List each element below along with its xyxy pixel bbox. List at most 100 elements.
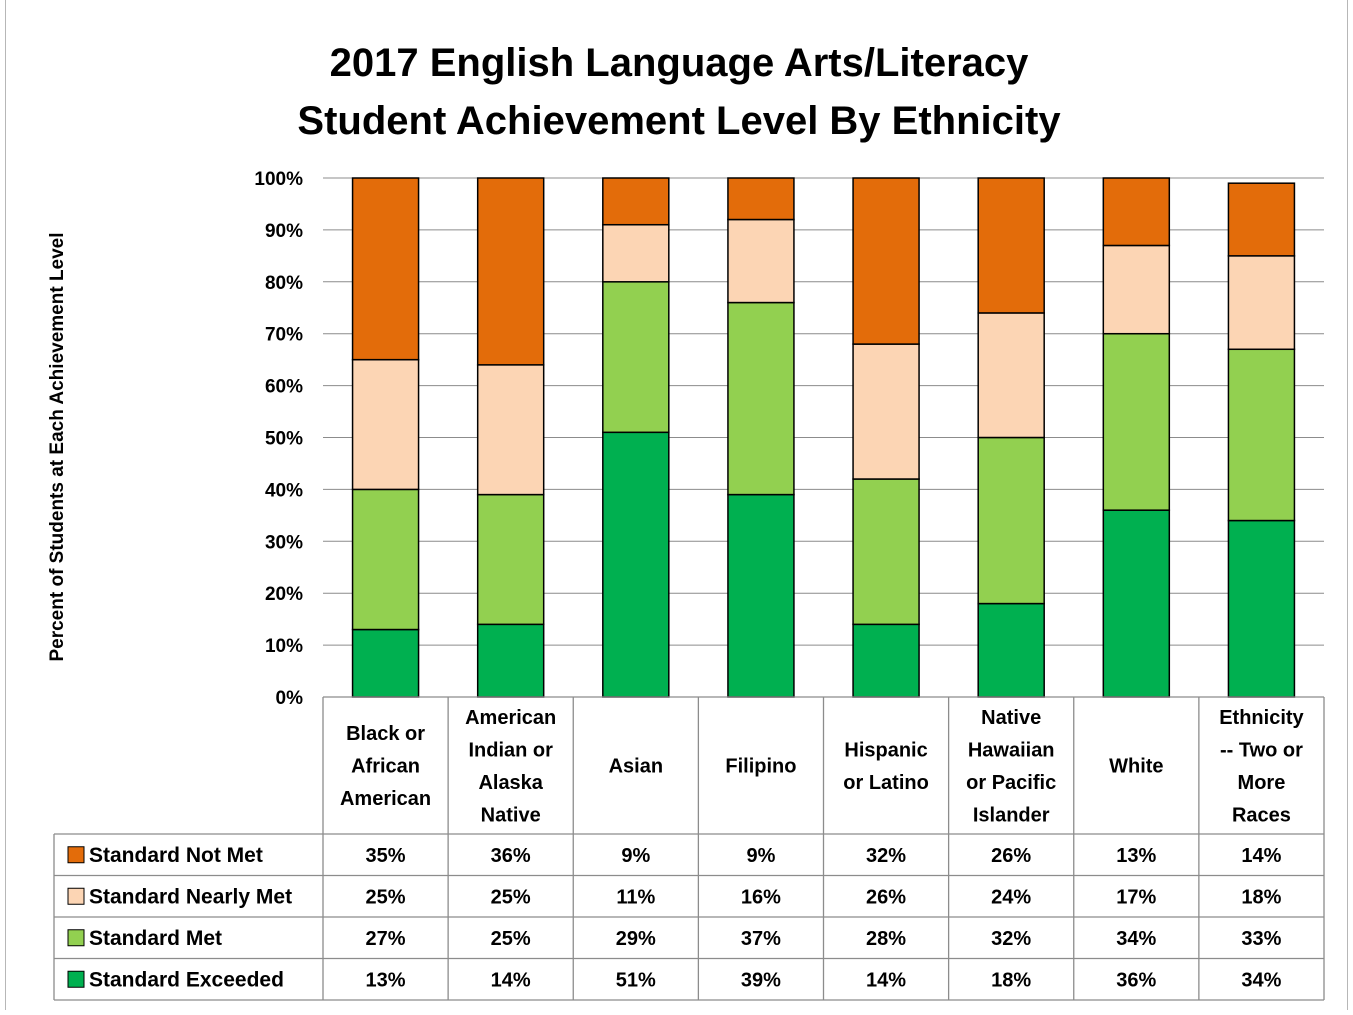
table-value-cell: 34% <box>1241 969 1281 991</box>
x-category-label-line: Alaska <box>478 772 543 794</box>
bar-segment-standard-not-met-0 <box>351 177 420 361</box>
table-value-cell: 24% <box>991 886 1031 908</box>
table-value-cell: 26% <box>866 886 906 908</box>
y-axis-ticks: 0% 10% 20% 30% 40% 50% 60% 70% 80% 90% 100% <box>254 169 303 709</box>
legend-entry: Standard Not Met <box>89 844 263 867</box>
bar-segment-standard-nearly-met-3 <box>727 218 795 304</box>
bar-segment-standard-exceeded-5 <box>977 602 1045 698</box>
x-category-label-line: -- Two or <box>1220 739 1303 761</box>
x-category-label: Asian <box>609 756 663 778</box>
legend-swatch <box>67 887 85 905</box>
x-category-label-line: or Pacific <box>966 772 1056 794</box>
x-category-label: Native Hawaiian or Pacific Islander <box>966 707 1056 827</box>
table-value-cell: 18% <box>991 969 1031 991</box>
x-category-label-line: Black or <box>346 723 425 745</box>
legend-entry: Standard Met <box>89 927 222 950</box>
bars <box>351 177 1296 698</box>
x-category-label-line: Native <box>481 804 541 826</box>
bar-segment-standard-nearly-met-7 <box>1227 255 1296 351</box>
table-value-cell: 26% <box>991 845 1031 867</box>
bar-segment-standard-not-met-3 <box>727 177 795 221</box>
stacked-bar-chart: 2017 English Language Arts/Literacy Stude… <box>47 41 1325 1001</box>
table-value-cell: 36% <box>491 845 531 867</box>
data-table: Black or African American American Indian or… <box>53 696 1325 1001</box>
table-value-cell: 36% <box>1116 969 1156 991</box>
bar-segment-standard-nearly-met-6 <box>1102 244 1171 335</box>
bar-segment-standard-met-2 <box>602 281 670 434</box>
table-value-cell: 27% <box>366 928 406 950</box>
x-category-label: Filipino <box>725 756 796 778</box>
bar-segment-standard-nearly-met-1 <box>476 364 545 496</box>
bar-segment-standard-not-met-2 <box>602 177 670 226</box>
bar-segment-standard-met-3 <box>727 301 795 496</box>
table-value-cell: 28% <box>866 928 906 950</box>
table-value-cell: 29% <box>616 928 656 950</box>
y-tick-label: 10% <box>265 636 303 657</box>
bar-segment-standard-met-7 <box>1227 348 1296 522</box>
bar-segment-standard-exceeded-1 <box>476 623 545 698</box>
legend-entry: Standard Nearly Met <box>89 885 292 908</box>
bar-segment-standard-not-met-5 <box>977 177 1045 314</box>
table-value-cell: 14% <box>491 969 531 991</box>
legend-swatch <box>67 846 85 864</box>
x-category-label-line: Native <box>981 707 1041 729</box>
bar-segment-standard-exceeded-0 <box>351 628 420 698</box>
y-tick-label: 70% <box>265 325 303 346</box>
bar-segment-standard-nearly-met-4 <box>852 343 920 480</box>
y-tick-label: 80% <box>265 273 303 294</box>
x-category-label: White <box>1109 756 1163 778</box>
table-value-cell: 14% <box>866 969 906 991</box>
x-category-label: Hispanic or Latino <box>843 739 929 794</box>
gridlines <box>323 177 1324 698</box>
table-value-cell: 33% <box>1241 928 1281 950</box>
x-category-label: American Indian or Alaska Native <box>465 707 556 827</box>
bar-segment-standard-met-6 <box>1102 332 1171 511</box>
table-value-cell: 9% <box>746 845 775 867</box>
legend-entry: Standard Exceeded <box>89 968 284 991</box>
x-category-label-line: or Latino <box>843 772 929 794</box>
bar-segment-standard-not-met-7 <box>1227 182 1296 257</box>
table-value-cell: 32% <box>866 845 906 867</box>
x-category-label-line: Hawaiian <box>968 739 1055 761</box>
bar-segment-standard-met-5 <box>977 436 1045 605</box>
table-value-cell: 34% <box>1116 928 1156 950</box>
y-axis-label-text: Percent of Students at Each Achievement … <box>47 232 68 661</box>
table-value-cell: 37% <box>741 928 781 950</box>
y-tick-label: 30% <box>265 532 303 553</box>
x-category-label-line: Indian or <box>468 739 553 761</box>
table-value-cell: 17% <box>1116 886 1156 908</box>
chart-frame: 2017 English Language Arts/Literacy Stude… <box>5 0 1348 1010</box>
x-category-label-line: American <box>465 707 556 729</box>
x-category-label: Ethnicity -- Two or More Races <box>1219 707 1304 827</box>
y-tick-label: 50% <box>265 429 303 450</box>
bar-segment-standard-met-0 <box>351 488 420 631</box>
table-value-cell: 13% <box>1116 845 1156 867</box>
y-tick-label: 100% <box>254 169 303 190</box>
x-category-label-line: White <box>1109 756 1163 778</box>
y-tick-label: 0% <box>276 688 304 709</box>
y-tick-label: 20% <box>265 584 303 605</box>
bar-segment-standard-nearly-met-2 <box>602 223 670 283</box>
x-category-label-line: Hispanic <box>844 739 927 761</box>
y-tick-label: 90% <box>265 221 303 242</box>
table-value-cell: 25% <box>366 886 406 908</box>
x-category-label: Black or African American <box>340 723 431 810</box>
table-value-cell: 35% <box>366 845 406 867</box>
bar-segment-standard-exceeded-6 <box>1102 509 1171 698</box>
chart-title: 2017 English Language Arts/Literacy Stude… <box>297 41 1061 143</box>
x-category-label-line: American <box>340 788 431 810</box>
x-category-label-line: More <box>1238 772 1286 794</box>
table-value-cell: 14% <box>1241 845 1281 867</box>
y-tick-label: 40% <box>265 480 303 501</box>
bar-segment-standard-not-met-1 <box>476 177 545 366</box>
bar-segment-standard-not-met-4 <box>852 177 920 345</box>
bar-segment-standard-exceeded-7 <box>1227 519 1296 698</box>
chart-title-line-1: 2017 English Language Arts/Literacy <box>330 41 1030 85</box>
x-category-label-line: Races <box>1232 804 1291 826</box>
bar-segment-standard-met-4 <box>852 478 920 626</box>
x-category-label-line: Islander <box>973 804 1050 826</box>
table-value-cell: 11% <box>616 886 655 908</box>
bar-segment-standard-exceeded-2 <box>602 431 670 698</box>
legend-swatch <box>67 929 85 947</box>
chart-title-line-2: Student Achievement Level By Ethnicity <box>297 99 1061 143</box>
